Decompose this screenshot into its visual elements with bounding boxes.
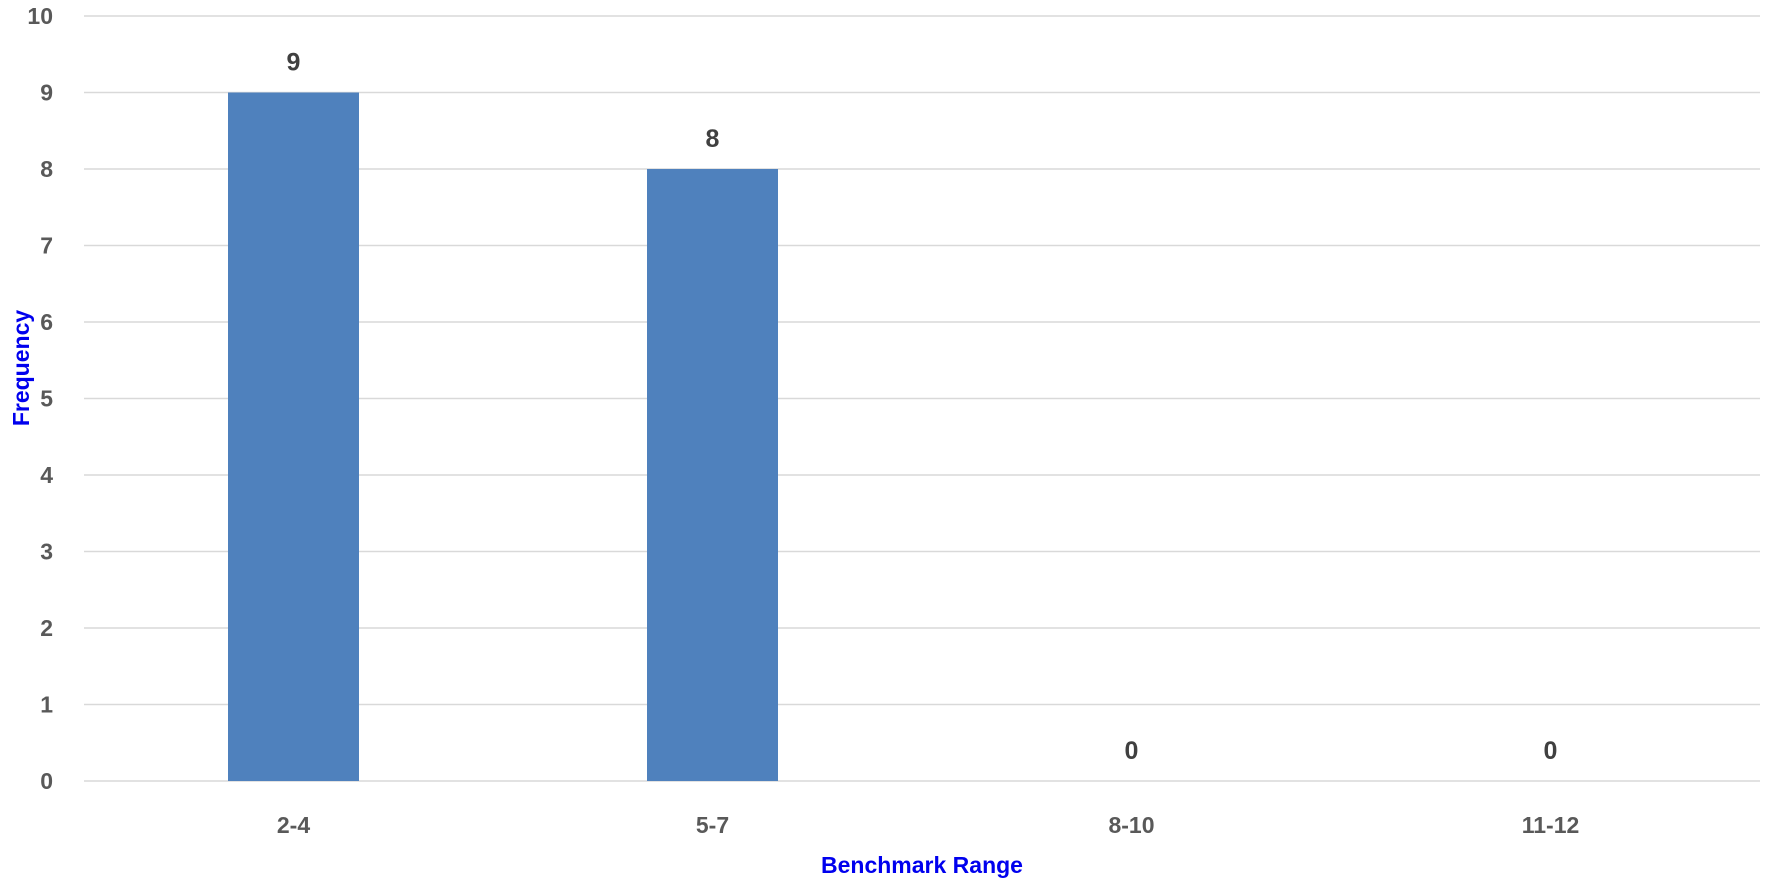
bars	[228, 92, 778, 781]
x-axis-title: Benchmark Range	[821, 852, 1023, 878]
data-label-11-12: 0	[1544, 737, 1558, 765]
x-tick-label-11-12: 11-12	[1522, 812, 1580, 838]
y-tick-label: 6	[40, 309, 53, 335]
bar-5-7	[647, 169, 778, 781]
x-axis-tick-labels: 2-4 5-7 8-10 11-12	[277, 812, 1579, 838]
y-axis-tick-labels: 0 1 2 3 4 5 6 7 8 9 10	[27, 3, 53, 794]
y-tick-label: 10	[27, 3, 53, 29]
x-tick-label-8-10: 8-10	[1108, 812, 1154, 838]
y-axis-title: Frequency	[8, 310, 34, 427]
y-tick-label: 2	[40, 615, 53, 641]
data-labels: 9 8 0 0	[287, 49, 1558, 766]
y-tick-label: 9	[40, 80, 53, 106]
gridlines	[84, 15, 1760, 782]
x-tick-label-5-7: 5-7	[696, 812, 729, 838]
y-tick-label: 3	[40, 539, 53, 565]
x-tick-label-2-4: 2-4	[277, 812, 310, 838]
data-label-5-7: 8	[706, 125, 720, 153]
y-tick-label: 7	[40, 233, 53, 259]
y-tick-label: 8	[40, 156, 53, 182]
y-tick-label: 5	[40, 386, 53, 412]
data-label-2-4: 9	[287, 49, 301, 77]
y-tick-label: 1	[40, 692, 53, 718]
y-tick-label: 4	[40, 462, 53, 488]
y-tick-label: 0	[40, 768, 53, 794]
data-label-8-10: 0	[1125, 737, 1139, 765]
bar-2-4	[228, 92, 359, 781]
